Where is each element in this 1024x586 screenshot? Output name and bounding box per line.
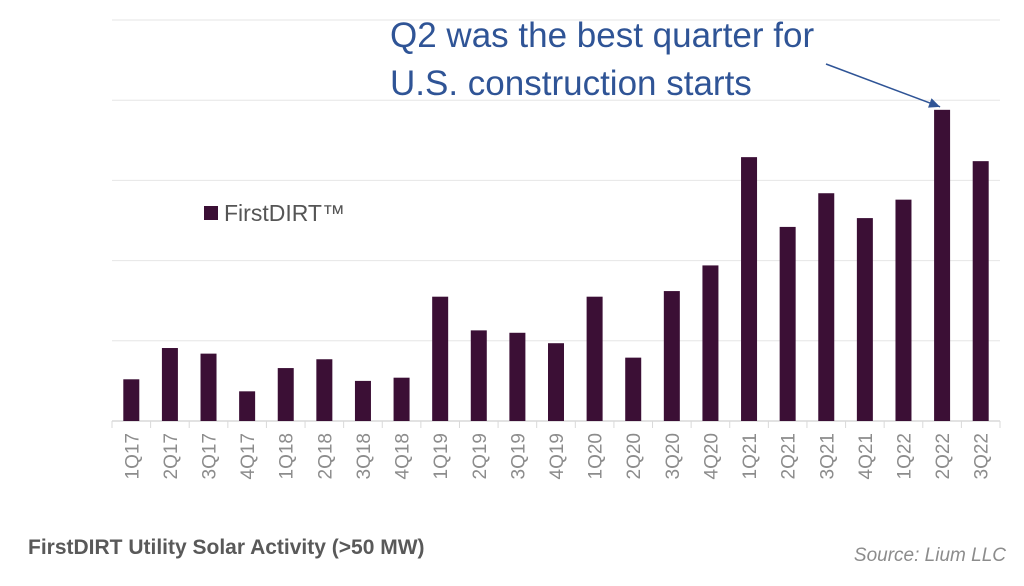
- bar-4Q17: [239, 391, 256, 421]
- bar-3Q18: [354, 380, 371, 421]
- x-tick-label: 2Q17: [161, 433, 182, 479]
- bar-2Q20: [625, 357, 642, 421]
- bar-1Q22: [895, 199, 912, 421]
- bar-3Q21: [818, 193, 835, 421]
- legend-swatch: [204, 206, 218, 220]
- bar-3Q17: [200, 353, 217, 421]
- x-tick-label: 1Q19: [431, 433, 452, 479]
- bar-2Q21: [779, 226, 796, 421]
- bar-2Q18: [316, 359, 333, 421]
- bars: [123, 109, 989, 422]
- annotation: Q2 was the best quarter for U.S. constru…: [390, 16, 941, 108]
- x-tick-label: 2Q19: [470, 433, 491, 479]
- x-tick-label: 3Q18: [354, 433, 375, 479]
- bar-3Q20: [663, 291, 680, 421]
- bar-chart: 1Q17 2Q17 3Q17 4Q17 1Q18 2Q18 3Q18 4Q18 1Q19 2Q19…: [111, 16, 1001, 479]
- x-tick-label: 2Q18: [315, 433, 336, 479]
- legend-label: FirstDIRT™: [224, 200, 345, 226]
- annotation-arrowhead: [928, 98, 941, 108]
- x-tick-label: 2Q20: [624, 433, 645, 479]
- bar-1Q21: [741, 157, 758, 421]
- x-tick-label: 1Q18: [277, 433, 298, 479]
- x-tick-label: 3Q22: [972, 433, 993, 479]
- x-tick-label: 1Q20: [586, 433, 607, 479]
- bar-1Q20: [586, 296, 603, 421]
- bar-2Q17: [161, 348, 178, 421]
- x-tick-label: 3Q19: [508, 433, 529, 479]
- annotation-line-2: U.S. construction starts: [390, 64, 752, 103]
- x-tick-label: 3Q17: [200, 433, 221, 479]
- bar-1Q18: [277, 368, 294, 421]
- annotation-arrow: [825, 63, 941, 108]
- x-axis-ticks: [111, 421, 1001, 428]
- chart-title: FirstDIRT Utility Solar Activity (>50 MW…: [28, 536, 425, 559]
- bar-4Q18: [393, 377, 410, 421]
- x-tick-label: 1Q17: [122, 433, 143, 479]
- bar-2Q19: [470, 330, 487, 421]
- bar-3Q22: [972, 161, 989, 422]
- annotation-line-1: Q2 was the best quarter for: [390, 16, 814, 55]
- x-tick-label: 4Q21: [856, 433, 877, 479]
- bar-1Q19: [432, 296, 449, 421]
- bar-3Q19: [509, 332, 526, 421]
- x-tick-label: 4Q20: [701, 433, 722, 479]
- x-tick-label: 3Q20: [663, 433, 684, 479]
- bar-2Q22: [934, 109, 951, 421]
- x-tick-label: 4Q19: [547, 433, 568, 479]
- bar-1Q17: [123, 379, 140, 421]
- legend: FirstDIRT™: [204, 200, 345, 226]
- gridlines: [112, 19, 1000, 342]
- chart-source: Source: Lium LLC: [853, 545, 1006, 566]
- x-tick-label: 1Q21: [740, 433, 761, 479]
- x-tick-label: 4Q17: [238, 433, 259, 479]
- x-tick-label: 1Q22: [894, 433, 915, 479]
- x-tick-label: 2Q22: [933, 433, 954, 479]
- x-tick-label: 4Q18: [393, 433, 414, 479]
- bar-4Q21: [856, 218, 873, 421]
- x-tick-label: 3Q21: [817, 433, 838, 479]
- x-tick-label: 2Q21: [779, 433, 800, 479]
- bar-4Q20: [702, 265, 719, 421]
- bar-4Q19: [548, 343, 564, 421]
- x-axis-tick-labels: 1Q17 2Q17 3Q17 4Q17 1Q18 2Q18 3Q18 4Q18 1Q19 2Q19…: [122, 433, 992, 479]
